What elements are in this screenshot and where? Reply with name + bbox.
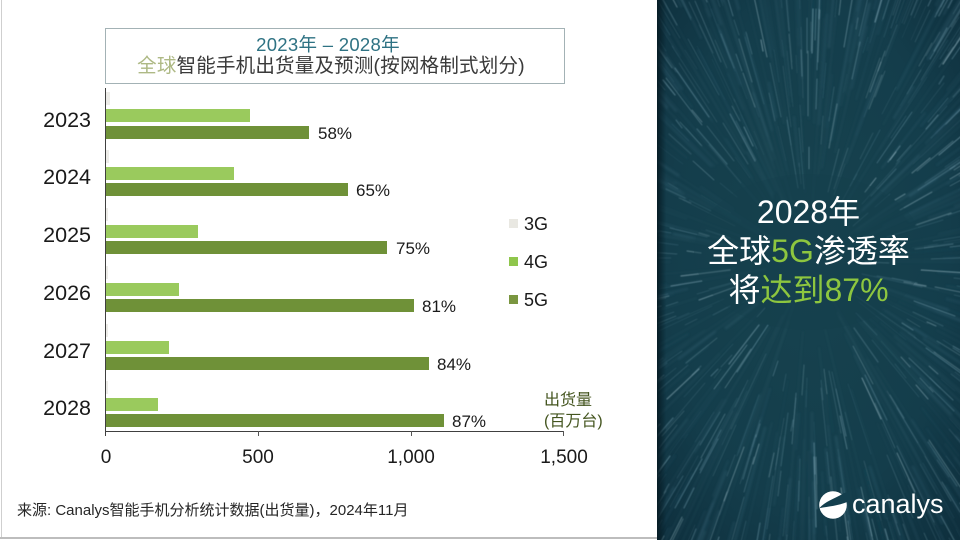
svg-text:canalys: canalys [852,489,944,519]
